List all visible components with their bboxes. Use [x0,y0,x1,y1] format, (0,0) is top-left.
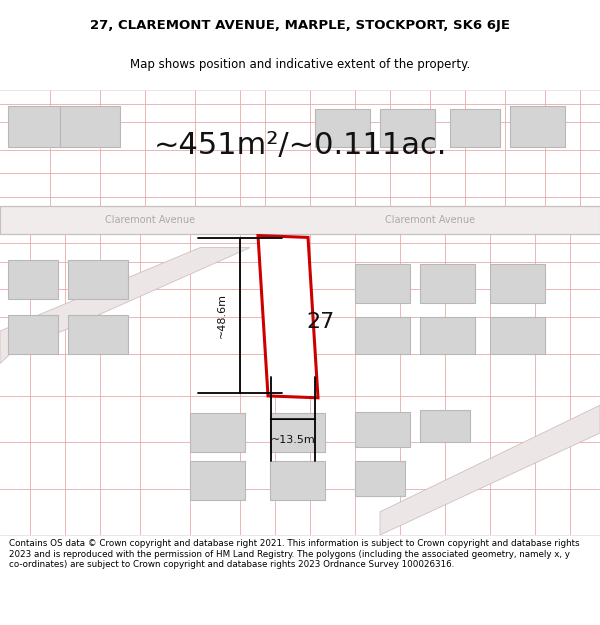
Bar [315,109,370,148]
Polygon shape [258,236,318,398]
Bar [270,412,325,451]
Bar [0,206,600,234]
Text: Contains OS data © Crown copyright and database right 2021. This information is : Contains OS data © Crown copyright and d… [9,539,580,569]
Text: Claremont Avenue: Claremont Avenue [105,215,195,225]
Bar [60,106,120,148]
Bar [490,264,545,303]
Bar [510,106,565,148]
Polygon shape [0,248,250,364]
Text: Map shows position and indicative extent of the property.: Map shows position and indicative extent… [130,58,470,71]
Bar [68,259,128,299]
Text: ~48.6m: ~48.6m [217,293,227,338]
Text: ~13.5m: ~13.5m [271,434,316,444]
Text: 27, CLAREMONT AVENUE, MARPLE, STOCKPORT, SK6 6JE: 27, CLAREMONT AVENUE, MARPLE, STOCKPORT,… [90,19,510,32]
Bar [450,109,500,148]
Bar [490,317,545,354]
Bar [355,461,405,496]
Bar [355,264,410,303]
Bar [8,106,60,148]
Bar [420,264,475,303]
Bar [380,109,435,148]
Text: 27: 27 [306,312,334,332]
Bar [68,315,128,354]
Text: ~451m²/~0.111ac.: ~451m²/~0.111ac. [154,131,446,160]
Bar [190,461,245,500]
Polygon shape [380,405,600,535]
Bar [420,410,470,442]
Bar [8,259,58,299]
Bar [355,412,410,447]
Bar [420,317,475,354]
Bar [190,412,245,451]
Bar [270,461,325,500]
Bar [8,315,58,354]
Bar [355,317,410,354]
Text: Claremont Avenue: Claremont Avenue [385,215,475,225]
